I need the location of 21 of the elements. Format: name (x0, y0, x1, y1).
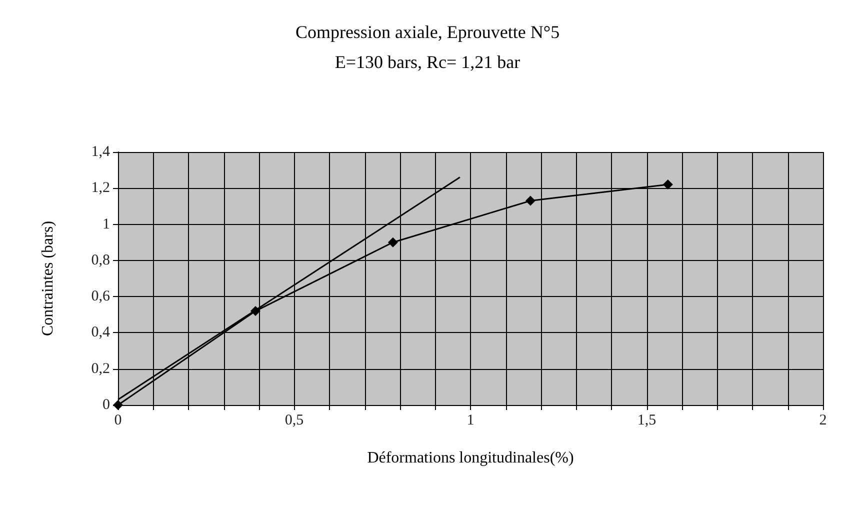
point (662, 180, 673, 190)
y-tick-label: 0,2 (91, 360, 110, 377)
point (250, 306, 260, 316)
x-tick-label: 1,5 (637, 412, 656, 428)
y-tick-label: 1,2 (91, 180, 110, 196)
y-tick-label: 0,4 (91, 324, 110, 341)
chart-title: Compression axiale, Eprouvette N°5 (295, 22, 560, 42)
x-tick-label: 2 (819, 412, 827, 428)
x-tick-label: 0 (114, 412, 122, 428)
y-tick-label: 0,6 (91, 288, 110, 305)
y-tick-label: 1 (102, 216, 110, 232)
y-tick-label: 0,8 (91, 252, 110, 268)
point (388, 237, 398, 248)
point (525, 196, 536, 206)
y-tick-label: 1,4 (91, 144, 110, 160)
x-tick-label: 0,5 (284, 412, 304, 428)
y-axis-title: Contraintes (bars) (40, 220, 56, 336)
y-tick-label: 0 (102, 397, 110, 413)
chart-subtitle: E=130 bars, Rc= 1,21 bar (334, 52, 520, 72)
x-tick-label: 1 (466, 412, 474, 428)
x-axis-title: Déformations longitudinales(%) (367, 450, 574, 466)
